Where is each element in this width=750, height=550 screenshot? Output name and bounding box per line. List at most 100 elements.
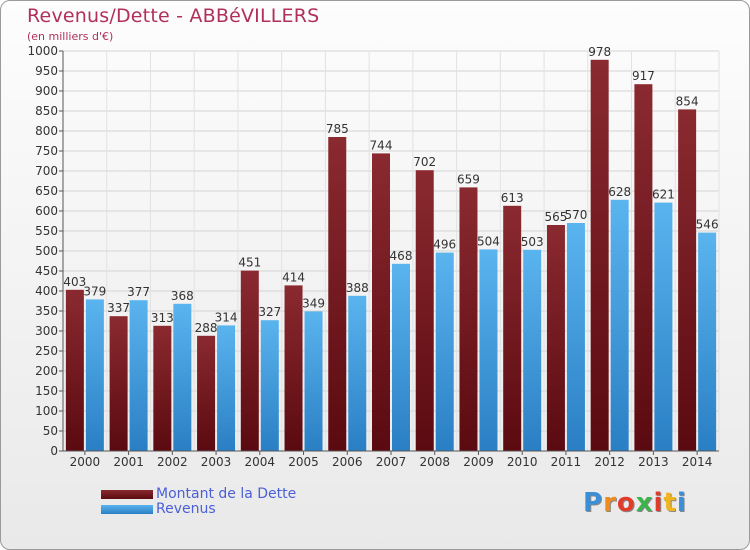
x-tick-label: 2006 xyxy=(332,455,363,469)
data-label-revenus: 504 xyxy=(477,234,500,248)
bar-revenus xyxy=(129,300,148,451)
bar-dette xyxy=(284,285,303,451)
data-label-dette: 288 xyxy=(195,321,218,335)
x-tick-label: 2013 xyxy=(638,455,669,469)
bar-dette xyxy=(415,170,434,451)
data-label-revenus: 628 xyxy=(608,185,631,199)
x-tick-label: 2005 xyxy=(288,455,319,469)
y-tick-label: 50 xyxy=(43,424,58,438)
data-label-dette: 451 xyxy=(238,256,261,270)
x-tick-label: 2002 xyxy=(157,455,188,469)
bar-revenus xyxy=(392,263,410,451)
bar-dette xyxy=(109,316,128,451)
y-tick-label: 750 xyxy=(35,144,58,158)
y-tick-label: 1000 xyxy=(27,44,58,58)
data-label-dette: 978 xyxy=(588,45,611,59)
data-label-dette: 659 xyxy=(457,172,480,186)
bar-dette xyxy=(197,335,216,451)
chart-subtitle: (en milliers d'€) xyxy=(27,30,114,43)
logo-letter: i xyxy=(653,488,664,518)
bar-revenus xyxy=(479,249,498,451)
y-tick-label: 850 xyxy=(35,104,58,118)
x-tick-label: 2001 xyxy=(113,455,144,469)
legend-swatch-dette xyxy=(101,490,153,499)
data-label-revenus: 496 xyxy=(433,238,456,252)
legend-label-revenus: Revenus xyxy=(156,501,216,517)
data-label-revenus: 503 xyxy=(521,235,544,249)
logo-letter: r xyxy=(603,488,617,518)
logo-letter: o xyxy=(616,488,636,518)
data-label-dette: 613 xyxy=(501,191,524,205)
x-tick-label: 2014 xyxy=(682,455,713,469)
logo-letter: x xyxy=(635,488,654,518)
bar-dette xyxy=(459,187,478,451)
y-tick-label: 350 xyxy=(35,304,58,318)
data-label-revenus: 368 xyxy=(171,289,194,303)
data-label-revenus: 379 xyxy=(83,284,106,298)
x-tick-label: 2003 xyxy=(201,455,232,469)
proxiti-logo: Proxiti xyxy=(583,488,687,518)
y-tick-label: 900 xyxy=(35,84,58,98)
bar-dette xyxy=(65,289,84,451)
x-tick-label: 2007 xyxy=(376,455,407,469)
data-label-dette: 565 xyxy=(544,210,567,224)
bar-dette xyxy=(503,205,522,451)
y-tick-label: 650 xyxy=(35,184,58,198)
bar-revenus xyxy=(566,223,585,451)
bar-revenus xyxy=(435,252,454,451)
bar-dette xyxy=(590,59,609,452)
x-tick-label: 2008 xyxy=(419,455,450,469)
chart-title: Revenus/Dette - ABBéVILLERS xyxy=(27,5,320,27)
bar-revenus xyxy=(304,311,323,451)
x-tick-label: 2004 xyxy=(245,455,276,469)
y-tick-label: 500 xyxy=(35,244,58,258)
data-label-dette: 785 xyxy=(326,122,349,136)
bars xyxy=(65,59,717,452)
y-tick-label: 150 xyxy=(35,384,58,398)
y-tick-label: 700 xyxy=(35,164,58,178)
data-label-dette: 702 xyxy=(413,155,436,169)
y-tick-label: 300 xyxy=(35,324,58,338)
y-tick-label: 550 xyxy=(35,224,58,238)
y-tick-label: 600 xyxy=(35,204,58,218)
y-tick-label: 950 xyxy=(35,64,58,78)
bar-dette xyxy=(328,137,347,451)
data-label-dette: 854 xyxy=(676,94,699,108)
data-label-revenus: 377 xyxy=(127,285,150,299)
data-label-dette: 403 xyxy=(63,275,86,289)
bar-dette xyxy=(372,153,390,451)
data-label-revenus: 314 xyxy=(215,310,238,324)
data-label-revenus: 570 xyxy=(564,208,587,222)
data-label-revenus: 327 xyxy=(258,305,281,319)
y-tick-label: 250 xyxy=(35,344,58,358)
bar-revenus xyxy=(610,199,629,451)
x-tick-label: 2012 xyxy=(594,455,625,469)
legend-swatch-revenus xyxy=(101,505,153,514)
y-tick-label: 450 xyxy=(35,264,58,278)
x-tick-label: 2010 xyxy=(507,455,538,469)
y-tick-label: 100 xyxy=(35,404,58,418)
data-label-dette: 414 xyxy=(282,270,305,284)
y-tick-label: 200 xyxy=(35,364,58,378)
bar-revenus xyxy=(260,320,279,451)
data-label-revenus: 546 xyxy=(696,218,719,232)
bar-dette xyxy=(240,270,259,451)
data-label-revenus: 468 xyxy=(390,249,413,263)
bar-revenus xyxy=(217,325,236,451)
legend-label-dette: Montant de la Dette xyxy=(156,486,297,502)
data-label-dette: 337 xyxy=(107,301,130,315)
axes: 0 50 100 150 200 250 300 350 400 450 500 550 600 650 7… xyxy=(27,44,719,469)
bar-dette xyxy=(678,109,697,452)
bar-revenus xyxy=(698,232,717,451)
data-label-revenus: 388 xyxy=(346,281,369,295)
bar-revenus xyxy=(85,299,104,451)
data-label-revenus: 621 xyxy=(652,188,675,202)
bar-revenus xyxy=(348,295,367,451)
gridlines xyxy=(62,50,720,452)
y-tick-label: 800 xyxy=(35,124,58,138)
logo-letter: P xyxy=(583,488,604,518)
x-tick-label: 2009 xyxy=(463,455,494,469)
